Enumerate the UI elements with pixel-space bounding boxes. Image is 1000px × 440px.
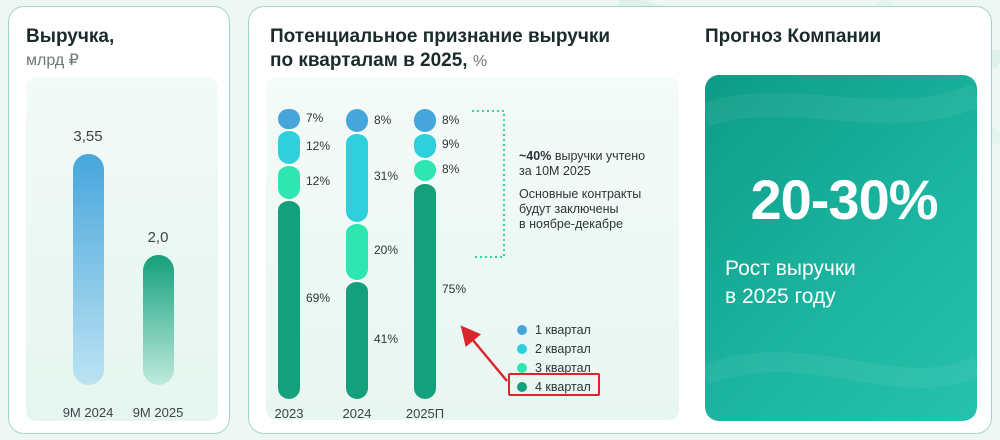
stack-category-label: 2023 [274,406,304,421]
stack-segment [346,280,368,399]
quarters-title-line1: Потенциальное признание выручки [270,26,611,47]
forecast-value: 20-30% [750,168,938,231]
legend-label: 3 квартал [535,361,591,375]
stack-segment-label: 69% [306,290,331,305]
legend-item: 1 квартал [517,321,591,339]
stack-segment [414,132,436,159]
stack-segment [346,109,368,133]
note-line1-text: выручки учтено [554,149,646,163]
stack-segment [278,109,300,130]
quarters-unit: % [472,53,488,70]
quarters-title-line2: по кварталам в 2025, [270,50,468,71]
legend-item: 4 квартал [517,378,591,396]
stack-segment [278,198,300,399]
stack-segment [278,164,300,199]
stack-segment-label: 41% [374,331,399,346]
legend-dot [517,381,527,392]
note-line4: будут заключены [519,202,619,216]
stack-segment-label: 12% [306,173,331,188]
stack-segment-label: 8% [374,112,392,127]
revenue-category-label: 9М 2024 [62,405,114,420]
legend-label: 1 квартал [535,323,591,337]
forecast-title: Прогноз Компании [705,26,882,47]
stack-segment [278,129,300,165]
stack-category-label: 2024 [342,406,372,421]
revenue-bar [143,255,174,385]
legend-item: 3 квартал [517,359,591,377]
quarters-chart-area [266,77,679,420]
stack-segment [414,158,436,182]
revenue-value-label: 2,0 [147,229,169,246]
bracket-line [472,110,505,258]
highlight-arrow [460,325,508,382]
note-bold-value: ~40% [519,149,552,163]
stack-segment-label: 7% [306,111,324,126]
stack-segment [346,222,368,281]
stack-segment-label: 31% [374,169,399,184]
revenue-title: Выручка, [26,26,115,47]
note-line5: в ноябре-декабре [519,217,623,231]
legend-dot [517,324,527,335]
forecast-text: Рост выручки в 2025 году [725,255,945,311]
note-line2: за 10М 2025 [519,164,591,178]
revenue-category-label: 9М 2025 [132,405,184,420]
forecast-line2: в 2025 году [725,285,836,308]
legend-dot [517,362,527,373]
forecast-card: 20-30% Рост выручки в 2025 году [705,75,977,421]
stack-segment [414,109,436,133]
stack-segment-label: 8% [442,161,460,176]
stack-segment-label: 8% [442,112,460,127]
note-line1: ~40% выручки учтено [519,149,645,164]
revenue-value-label: 3,55 [73,128,103,146]
stack-category-label: 2025П [405,406,445,421]
forecast-card-decoration [705,83,977,388]
legend-label: 4 квартал [535,380,591,394]
legend-highlight-box [508,373,600,396]
legend-dot [517,343,527,354]
stack-segment [346,132,368,223]
stack-segment-label: 20% [374,243,399,258]
stack-segment-label: 75% [442,282,467,297]
stack-segment-label: 9% [442,137,460,152]
stack-segment-label: 12% [306,138,331,153]
revenue-bar [73,154,104,385]
quarters-panel: Потенциальное признание выручки по кварт… [248,6,992,434]
forecast-line1: Рост выручки [725,257,856,280]
legend-label: 2 квартал [535,342,591,356]
revenue-panel: Выручка, млрд ₽ 3,55 9М 2024 2,0 9М 2025 [8,6,230,434]
revenue-chart-area [26,77,218,421]
revenue-unit: млрд ₽ [26,52,79,69]
stack-segment [414,181,436,399]
note-line3: Основные контракты [519,187,642,201]
legend-item: 2 квартал [517,340,591,358]
